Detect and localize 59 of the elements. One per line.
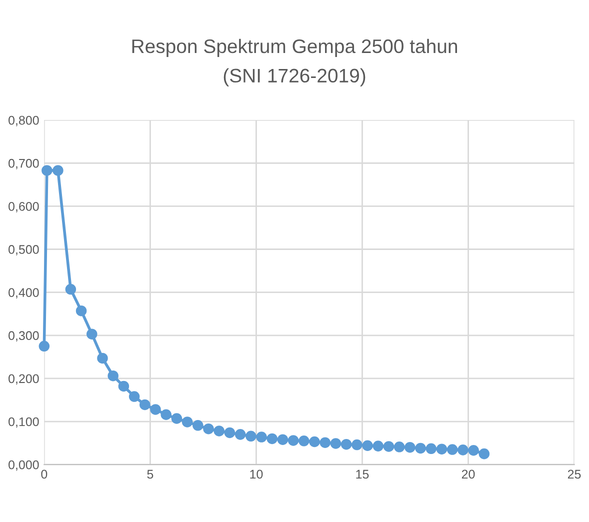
- chart-title: Respon Spektrum Gempa 2500 tahun (SNI 1726-2019): [132, 38, 458, 86]
- point: [171, 413, 182, 424]
- point: [192, 420, 204, 431]
- point: [38, 340, 50, 352]
- point: [478, 448, 490, 460]
- y-tick-label: 0,400: [8, 288, 39, 298]
- point: [372, 440, 384, 452]
- y-tick-label: 0,500: [8, 245, 39, 256]
- y-tick-label: 0,000: [8, 460, 39, 471]
- x-tick-label: 20: [462, 470, 475, 479]
- y-tick-label: 0,300: [8, 331, 39, 342]
- point: [182, 416, 193, 428]
- x-tick-label: 10: [250, 470, 263, 479]
- point: [108, 370, 118, 382]
- point: [288, 435, 299, 446]
- point: [436, 444, 448, 454]
- point: [128, 391, 140, 402]
- point: [415, 442, 426, 454]
- point: [277, 434, 288, 445]
- point: [256, 432, 267, 442]
- point: [404, 442, 416, 453]
- point: [214, 426, 224, 436]
- point: [86, 328, 98, 340]
- point: [383, 441, 394, 452]
- point: [234, 429, 246, 440]
- point: [468, 444, 479, 456]
- y-tick-label: 0,800: [8, 116, 39, 126]
- point: [42, 165, 52, 176]
- point: [394, 442, 405, 452]
- x-tick-label: 5: [147, 470, 154, 479]
- point: [362, 440, 373, 452]
- point: [52, 165, 64, 176]
- point: [76, 305, 87, 316]
- point: [97, 352, 108, 364]
- y-tick-label: 0,600: [8, 202, 39, 212]
- point: [298, 436, 310, 446]
- point: [309, 436, 320, 448]
- x-tick-label: 25: [568, 470, 581, 479]
- point: [352, 439, 362, 450]
- point: [160, 409, 172, 420]
- y-tick-label: 0,700: [8, 158, 39, 170]
- point: [65, 284, 76, 295]
- point: [203, 423, 214, 434]
- point: [340, 438, 352, 450]
- point: [118, 380, 130, 392]
- point: [140, 399, 150, 410]
- x-tick-label: 15: [356, 470, 369, 479]
- point: [426, 443, 437, 454]
- point: [266, 433, 278, 444]
- point: [446, 444, 458, 455]
- point: [246, 430, 256, 442]
- y-tick-label: 0,200: [8, 374, 39, 385]
- point: [150, 404, 161, 415]
- point: [458, 444, 468, 456]
- point: [320, 437, 331, 448]
- y-tick-label: 0,100: [8, 417, 39, 428]
- x-tick-label: 0: [41, 470, 48, 479]
- point: [330, 438, 342, 449]
- point: [224, 427, 236, 438]
